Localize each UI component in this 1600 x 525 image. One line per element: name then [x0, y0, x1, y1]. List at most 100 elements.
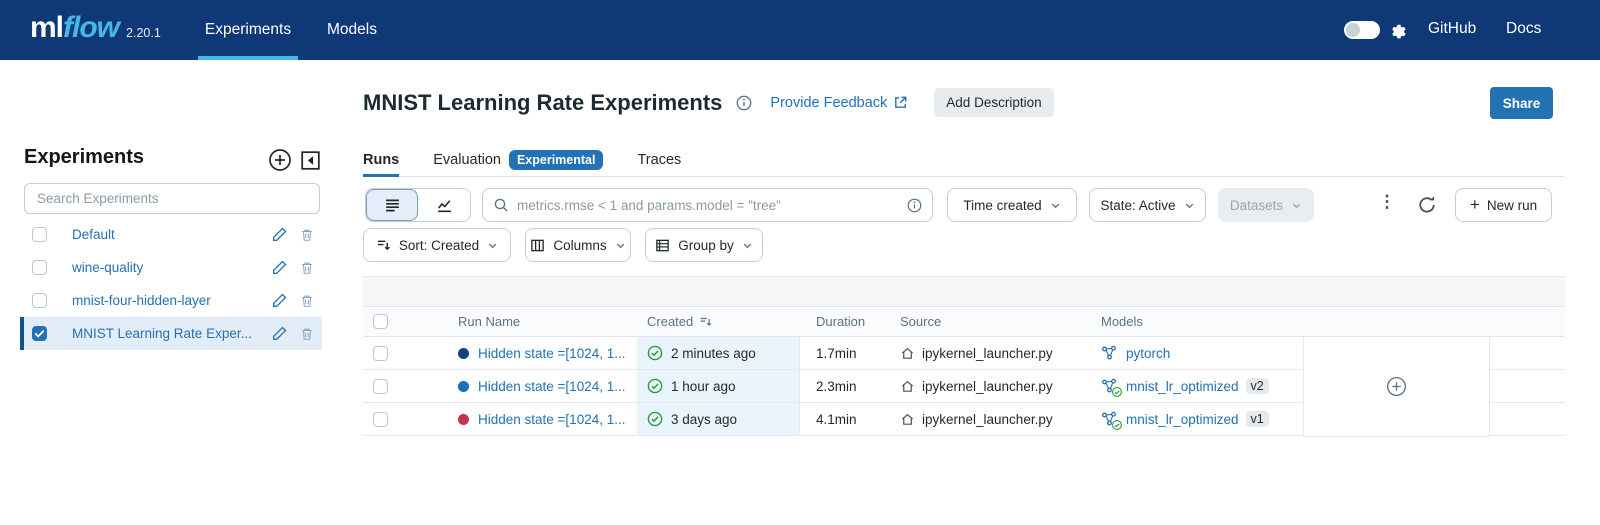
notebook-source-icon — [901, 380, 914, 392]
state-filter-dropdown[interactable]: State: Active — [1089, 188, 1206, 222]
experiment-checkbox[interactable] — [32, 260, 47, 275]
sort-desc-icon[interactable] — [699, 315, 713, 329]
external-link-icon — [895, 96, 907, 108]
theme-toggle-knob — [1346, 23, 1360, 37]
header-created[interactable]: Created — [647, 314, 694, 329]
experiment-label[interactable]: wine-quality — [72, 260, 144, 275]
new-run-button[interactable]: + New run — [1455, 188, 1552, 222]
chevron-down-icon — [1185, 203, 1193, 208]
nav-tab-models[interactable]: Models — [320, 0, 384, 60]
duration-value: 1.7min — [816, 345, 857, 361]
gear-icon[interactable] — [1387, 20, 1407, 40]
query-info-icon[interactable] — [907, 198, 922, 213]
run-name-link[interactable]: Hidden state =[1024, 1... — [478, 345, 626, 361]
select-all-checkbox[interactable] — [373, 314, 388, 329]
header-run-name[interactable]: Run Name — [458, 314, 521, 329]
experiment-label[interactable]: Default — [72, 227, 115, 242]
run-name-link[interactable]: Hidden state =[1024, 1... — [478, 378, 626, 394]
sort-label: Sort: Created — [398, 237, 480, 253]
tab-runs[interactable]: Runs — [363, 146, 400, 177]
experiment-checkbox[interactable] — [32, 227, 47, 242]
sort-icon — [377, 240, 390, 250]
list-view-button[interactable] — [366, 189, 418, 221]
refresh-icon[interactable] — [1416, 194, 1438, 216]
experiment-label[interactable]: mnist-four-hidden-layer — [72, 293, 211, 308]
delete-icon[interactable] — [300, 228, 314, 242]
state-filter-label: State: Active — [1100, 197, 1176, 213]
experiment-item-mnist-learning-rate[interactable]: MNIST Learning Rate Exper... — [20, 317, 322, 350]
registered-check-icon — [1112, 387, 1122, 397]
header-source[interactable]: Source — [900, 314, 942, 329]
experiment-item-mnist-four-hidden-layer[interactable]: mnist-four-hidden-layer — [20, 284, 322, 317]
edit-icon[interactable] — [272, 326, 287, 341]
search-experiments-input[interactable] — [24, 183, 320, 214]
version-label: 2.20.1 — [126, 26, 161, 40]
model-link[interactable]: mnist_lr_optimized — [1126, 378, 1239, 394]
row-checkbox[interactable] — [373, 345, 388, 361]
nav-tab-models-label: Models — [327, 21, 377, 38]
delete-icon[interactable] — [300, 327, 314, 341]
top-navbar: ml flow 2.20.1 Experiments Models GitHub… — [0, 0, 1600, 60]
tab-runs-label: Runs — [363, 152, 400, 168]
row-checkbox[interactable] — [373, 411, 388, 427]
search-icon — [494, 198, 508, 212]
edit-icon[interactable] — [272, 227, 287, 242]
nav-tab-experiments[interactable]: Experiments — [198, 0, 298, 60]
table-body: Hidden state =[1024, 1... 2 minutes ago … — [363, 337, 1565, 437]
sort-dropdown[interactable]: Sort: Created — [363, 228, 511, 262]
run-search-input[interactable] — [517, 197, 899, 213]
delete-icon[interactable] — [300, 294, 314, 308]
provide-feedback-link[interactable]: Provide Feedback — [770, 95, 908, 111]
notebook-source-icon — [901, 347, 914, 359]
add-column-cell[interactable] — [1303, 337, 1490, 437]
delete-icon[interactable] — [300, 261, 314, 275]
run-search-box — [482, 188, 933, 222]
tab-traces-label: Traces — [637, 152, 682, 168]
tab-traces[interactable]: Traces — [637, 146, 681, 176]
chart-view-button[interactable] — [418, 189, 470, 221]
tab-evaluation[interactable]: Evaluation Experimental — [433, 146, 604, 176]
registered-check-icon — [1112, 420, 1122, 430]
collapse-sidebar-icon[interactable] — [300, 150, 321, 171]
nav-tab-experiments-label: Experiments — [204, 21, 292, 38]
run-row[interactable]: Hidden state =[1024, 1... 2 minutes ago … — [363, 337, 1565, 370]
row-checkbox[interactable] — [373, 378, 388, 394]
experiment-item-default[interactable]: Default — [20, 218, 322, 251]
datasets-dropdown[interactable]: Datasets — [1218, 188, 1314, 222]
header-models[interactable]: Models — [1101, 314, 1143, 329]
add-description-button[interactable]: Add Description — [934, 88, 1054, 117]
edit-icon[interactable] — [272, 293, 287, 308]
model-link[interactable]: mnist_lr_optimized — [1126, 411, 1239, 427]
info-icon[interactable] — [736, 95, 752, 111]
model-link[interactable]: pytorch — [1126, 345, 1171, 361]
more-options-icon[interactable]: ⋮ — [1378, 192, 1396, 211]
experiment-checkbox-checked[interactable] — [32, 326, 47, 341]
add-experiment-icon[interactable] — [268, 148, 292, 172]
experiment-list: Default wine-quality mnist-four-hidden-l… — [20, 218, 322, 350]
docs-link[interactable]: Docs — [1506, 20, 1542, 37]
experiment-tabs: Runs Evaluation Experimental Traces — [363, 146, 1565, 177]
new-run-label: New run — [1486, 197, 1538, 213]
experiment-item-wine-quality[interactable]: wine-quality — [20, 251, 322, 284]
group-by-dropdown[interactable]: Group by — [645, 228, 763, 262]
share-button[interactable]: Share — [1490, 87, 1553, 119]
plus-icon: + — [1469, 194, 1480, 214]
columns-icon — [531, 239, 545, 251]
github-link[interactable]: GitHub — [1428, 20, 1477, 37]
experiment-label[interactable]: MNIST Learning Rate Exper... — [72, 326, 252, 341]
group-by-icon — [656, 239, 670, 251]
theme-toggle[interactable] — [1344, 21, 1380, 39]
header-duration[interactable]: Duration — [816, 314, 866, 329]
mlflow-logo[interactable]: ml flow 2.20.1 — [30, 11, 161, 45]
run-name-link[interactable]: Hidden state =[1024, 1... — [478, 411, 626, 427]
registered-model-icon — [1102, 378, 1116, 393]
run-status-dot — [458, 347, 469, 359]
columns-dropdown[interactable]: Columns — [525, 228, 631, 262]
experiments-sidebar: Experiments Default wine-quality mnist-f… — [0, 60, 345, 525]
add-column-icon — [1386, 376, 1407, 397]
edit-icon[interactable] — [272, 260, 287, 275]
time-created-dropdown[interactable]: Time created — [947, 188, 1077, 222]
experiment-checkbox[interactable] — [32, 293, 47, 308]
experimental-badge: Experimental — [508, 150, 604, 170]
view-mode-toggle — [365, 188, 471, 222]
